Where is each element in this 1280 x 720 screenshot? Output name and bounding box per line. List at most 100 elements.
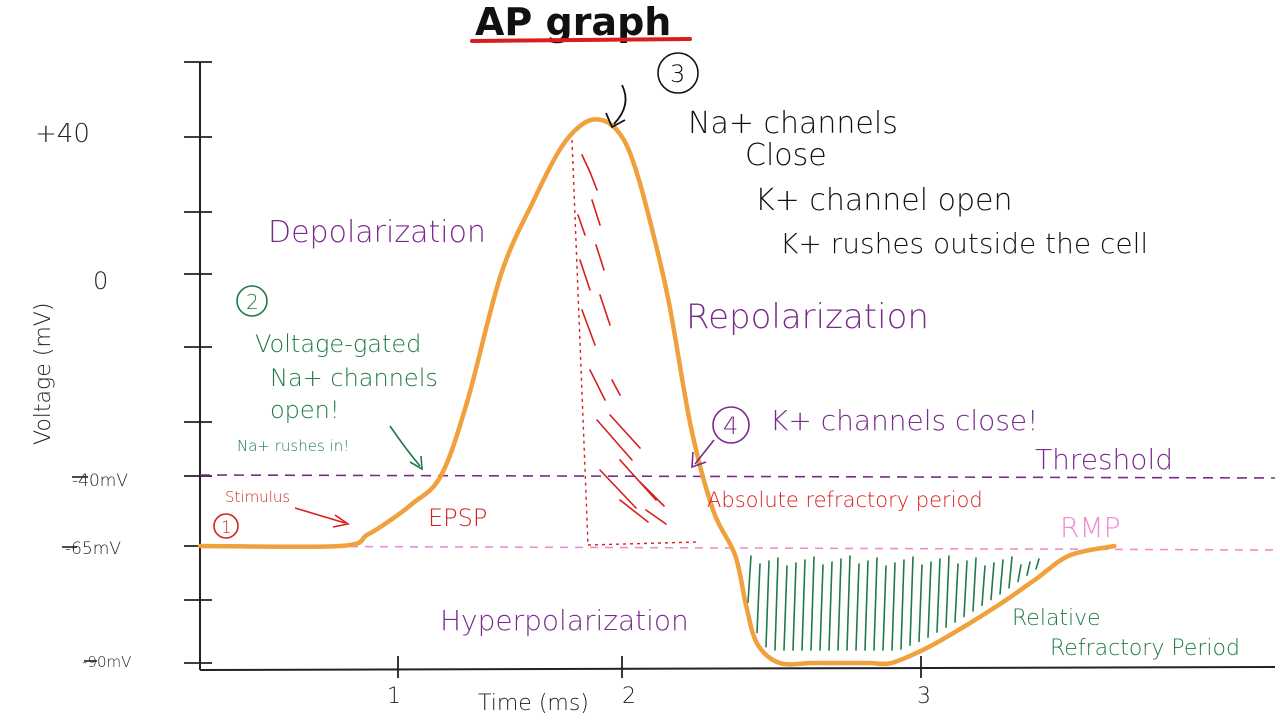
- green-hatch-stroke-13: [864, 560, 869, 651]
- green-hatch-stroke-32: [1035, 558, 1040, 570]
- na-rushes-arrow: [389, 425, 421, 467]
- repolarization-label: Repolarization: [686, 297, 929, 337]
- green-hatch-stroke-12: [855, 563, 860, 651]
- green-hatch-stroke-11: [846, 555, 851, 651]
- na-rushes-label: Na+ rushes in!: [237, 437, 349, 455]
- absolute-refractory-hatching: [577, 154, 667, 525]
- green-hatch-stroke-26: [981, 565, 986, 607]
- depolarization-label: Depolarization: [268, 215, 486, 250]
- action-potential-curve: [197, 117, 1117, 667]
- red-hatch-stroke-13: [619, 459, 657, 501]
- green-hatch-stroke-23: [954, 563, 959, 623]
- red-hatch-stroke-14: [619, 499, 649, 523]
- green-hatch-stroke-0: [747, 555, 752, 604]
- red-hatch-stroke-16: [645, 509, 667, 525]
- title-underline: [470, 37, 692, 43]
- y-tick-label-40: +40: [35, 119, 90, 149]
- absolute-refractory-label: Absolute refractory period: [707, 488, 983, 512]
- green-hatch-stroke-30: [1017, 564, 1022, 583]
- green-hatch-stroke-1: [756, 563, 761, 634]
- green-hatch-stroke-20: [927, 561, 932, 638]
- green-hatch-stroke-2: [765, 560, 770, 648]
- step4-arrowhead: [691, 451, 707, 469]
- stimulus-label: Stimulus: [225, 488, 290, 506]
- k-channels-close-label: K+ channels close!: [770, 404, 1038, 437]
- green-hatch-stroke-7: [810, 556, 815, 651]
- green-hatch-stroke-5: [792, 562, 797, 651]
- red-hatch-stroke-12: [599, 469, 637, 509]
- step3-arrowhead: [605, 112, 626, 129]
- red-hatch-stroke-15: [639, 481, 665, 507]
- rmp-label: RMP: [1060, 511, 1121, 544]
- threshold-label: Threshold: [1035, 443, 1173, 476]
- green-hatch-stroke-24: [963, 560, 968, 618]
- rmp-line: [199, 545, 1280, 551]
- green-hatch-stroke-18: [909, 556, 914, 646]
- step4-circle: [712, 406, 750, 444]
- green-hatch-stroke-27: [990, 562, 995, 601]
- green-hatch-stroke-10: [837, 558, 842, 651]
- step1-number: 1: [221, 518, 232, 538]
- green-hatch-stroke-8: [819, 564, 824, 651]
- green-hatch-stroke-3: [774, 557, 779, 651]
- x-tick-label-2: 2: [622, 684, 636, 709]
- green-hatch-stroke-4: [783, 565, 788, 651]
- step2-circle: [236, 285, 268, 317]
- y-axis-ticks: [62, 61, 212, 664]
- stimulus-arrow-line: [294, 507, 346, 524]
- y-axis-label: Voltage (mV): [31, 303, 56, 445]
- step4-arrow: [694, 439, 715, 465]
- red-hatch-stroke-0: [581, 154, 591, 173]
- red-hatch-stroke-9: [611, 379, 621, 396]
- step1-circle: [213, 513, 239, 539]
- green-hatch-stroke-25: [972, 557, 977, 612]
- y-tick-label-neg65: -65mV: [65, 539, 121, 559]
- step3-number: 3: [670, 60, 685, 88]
- na-channels-label: Na+ channels: [270, 364, 438, 392]
- green-hatch-stroke-15: [882, 565, 887, 651]
- step4-number: 4: [723, 412, 738, 440]
- step3-arrow: [613, 84, 627, 125]
- green-hatch-stroke-6: [801, 559, 806, 651]
- green-hatch-stroke-31: [1026, 561, 1031, 577]
- k-rushes-outside: K+ rushes outside the cell: [780, 227, 1148, 260]
- green-hatch-stroke-22: [945, 555, 950, 628]
- green-hatch-stroke-9: [828, 561, 833, 651]
- red-hatch-stroke-4: [579, 259, 591, 291]
- relative-refractory-line2: Refractory Period: [1050, 636, 1240, 661]
- hyperpolarization-label: Hyperpolarization: [440, 604, 689, 637]
- na-rushes-arrowhead: [409, 455, 423, 471]
- x-tick-label-3: 3: [917, 684, 931, 709]
- epsp-label: EPSP: [428, 504, 487, 532]
- x-axis: [199, 666, 1276, 671]
- x-tick-label-1: 1: [387, 684, 401, 709]
- green-hatch-stroke-16: [891, 562, 896, 651]
- y-tick-label-neg90: -90mV: [82, 653, 131, 671]
- red-hatch-stroke-10: [596, 419, 633, 461]
- absolute-refractory-bottom-line: [587, 541, 698, 546]
- step2-number: 2: [246, 290, 259, 314]
- green-hatch-stroke-17: [900, 559, 905, 650]
- voltage-gated-label: Voltage-gated: [255, 330, 421, 358]
- red-hatch-stroke-5: [595, 244, 605, 271]
- red-hatch-stroke-1: [589, 171, 598, 191]
- x-axis-ticks: [397, 656, 922, 678]
- na-close-line1: Na+ channels: [688, 106, 898, 141]
- y-tick-label-0: 0: [93, 267, 108, 295]
- absolute-refractory-left-line: [571, 139, 589, 546]
- step3-circle: [657, 52, 699, 94]
- red-hatch-stroke-3: [591, 199, 601, 226]
- na-close-line2: Close: [745, 138, 827, 173]
- red-hatch-stroke-2: [577, 214, 586, 236]
- red-hatch-stroke-7: [599, 294, 611, 326]
- green-hatch-stroke-14: [873, 557, 878, 651]
- relative-refractory-line1: Relative: [1012, 606, 1101, 631]
- green-hatch-stroke-21: [936, 558, 941, 633]
- x-axis-label: Time (ms): [478, 691, 589, 716]
- green-hatch-stroke-29: [1008, 556, 1013, 589]
- red-hatch-stroke-8: [589, 369, 606, 401]
- stimulus-arrowhead: [332, 514, 351, 528]
- red-hatch-stroke-6: [581, 309, 596, 346]
- green-hatch-stroke-19: [918, 564, 923, 643]
